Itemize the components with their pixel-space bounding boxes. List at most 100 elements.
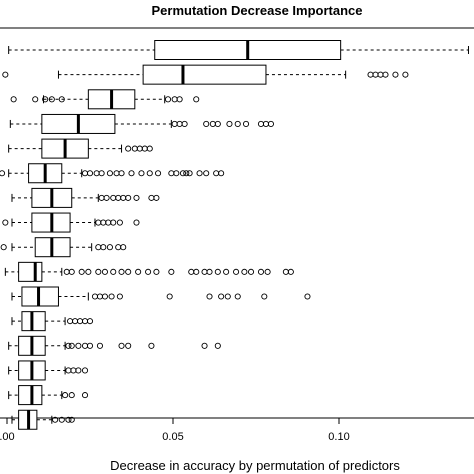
outlier-point <box>101 293 108 300</box>
outlier-point <box>171 120 178 127</box>
outlier-point <box>377 71 384 78</box>
box-iqr <box>21 286 59 307</box>
outlier-point <box>68 342 75 349</box>
outlier-point <box>103 194 110 201</box>
boxes-layer <box>0 40 469 430</box>
outlier-point <box>135 268 142 275</box>
outlier-point <box>304 293 311 300</box>
outlier-point <box>110 194 117 201</box>
outlier-point <box>32 96 39 103</box>
outlier-point <box>223 268 230 275</box>
plot-frame <box>0 27 474 419</box>
outlier-point <box>93 170 100 177</box>
outlier-point <box>125 194 132 201</box>
outlier-point <box>2 219 9 226</box>
outlier-point <box>262 120 270 127</box>
outlier-point <box>101 268 108 275</box>
outlier-point <box>81 342 89 349</box>
box-row <box>8 138 153 159</box>
outlier-point <box>176 120 183 127</box>
outlier-point <box>166 293 173 300</box>
outlier-point <box>201 342 208 349</box>
outlier-point <box>81 318 89 325</box>
outlier-point <box>100 244 107 251</box>
box-row <box>4 261 294 282</box>
outlier-point <box>96 293 104 300</box>
outlier-point <box>257 268 265 275</box>
outlier-point <box>233 268 240 275</box>
outlier-point <box>155 170 162 177</box>
outlier-point <box>173 170 180 177</box>
box-row <box>9 113 274 134</box>
x-tick-label: 0.05 <box>162 431 183 443</box>
outlier-point <box>125 268 132 275</box>
outlier-point <box>145 268 152 275</box>
outlier-point <box>86 318 94 325</box>
box-iqr <box>18 261 43 282</box>
outlier-point <box>120 244 127 251</box>
outlier-point <box>62 392 69 399</box>
box-row <box>11 286 311 307</box>
outlier-point <box>214 120 221 127</box>
outlier-point <box>171 96 178 103</box>
outlier-point <box>402 71 409 78</box>
outlier-point <box>116 219 123 226</box>
outlier-point <box>218 293 225 300</box>
box-row <box>11 187 160 208</box>
box-row <box>10 89 200 110</box>
x-tick-label: 0.10 <box>328 431 349 443</box>
outlier-point <box>131 145 138 152</box>
outlier-point <box>81 170 89 177</box>
outlier-point <box>176 96 183 103</box>
outlier-point <box>181 120 188 127</box>
outlier-point <box>257 120 265 127</box>
outlier-point <box>226 120 233 127</box>
outlier-point <box>65 367 72 374</box>
outlier-point <box>282 268 289 275</box>
box-iqr <box>18 385 43 406</box>
outlier-point <box>382 71 389 78</box>
box-row <box>8 335 221 356</box>
outlier-point <box>168 170 175 177</box>
outlier-point <box>153 268 160 275</box>
outlier-point <box>86 170 94 177</box>
outlier-point <box>188 268 195 275</box>
outlier-point <box>108 293 115 300</box>
outlier-point <box>183 170 190 177</box>
outlier-point <box>106 244 113 251</box>
outlier-point <box>63 268 70 275</box>
box-row <box>11 409 75 430</box>
outlier-point <box>120 194 127 201</box>
box-row <box>0 163 225 184</box>
outlier-point <box>95 268 102 275</box>
outlier-point <box>186 170 193 177</box>
outlier-point <box>118 268 125 275</box>
outlier-point <box>110 219 117 226</box>
outlier-point <box>100 219 107 226</box>
box-iqr <box>21 311 46 332</box>
outlier-point <box>68 268 75 275</box>
outlier-point <box>196 170 203 177</box>
outlier-point <box>153 194 160 201</box>
outlier-point <box>193 96 200 103</box>
outlier-point <box>125 342 132 349</box>
outlier-point <box>141 145 148 152</box>
outlier-point <box>146 145 153 152</box>
box-row <box>0 237 127 258</box>
outlier-point <box>65 342 72 349</box>
outlier-point <box>214 268 221 275</box>
outlier-point <box>115 244 122 251</box>
outlier-point <box>78 268 85 275</box>
outlier-point <box>48 96 55 103</box>
outlier-point <box>76 318 84 325</box>
outlier-point <box>105 219 112 226</box>
outlier-point <box>118 170 125 177</box>
outlier-point <box>234 120 241 127</box>
box-row <box>2 212 140 233</box>
outlier-point <box>95 219 102 226</box>
outlier-point <box>264 268 271 275</box>
outlier-point <box>138 170 145 177</box>
outlier-point <box>164 96 172 103</box>
outlier-point <box>179 170 187 177</box>
